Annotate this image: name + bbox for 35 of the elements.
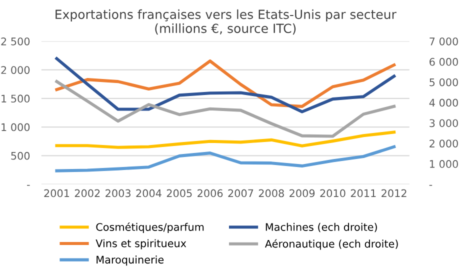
y2-tick-label: 2 000 bbox=[430, 140, 458, 148]
legend-label: Machines (ech droite) bbox=[266, 222, 377, 232]
line-series bbox=[55, 130, 396, 149]
x-tick-label: 2010 bbox=[320, 189, 346, 198]
x-tick-label: 2004 bbox=[136, 189, 162, 198]
y-tick-label: 2 000 bbox=[1, 66, 30, 74]
y2-tick-label: 4 000 bbox=[429, 98, 458, 107]
y2-tick-label: 1 000 bbox=[430, 160, 458, 168]
legend-label: Cosmétiques/parfum bbox=[96, 222, 204, 233]
x-tick-label: 2011 bbox=[350, 189, 376, 198]
x-tick-label: 2002 bbox=[74, 189, 100, 198]
y2-tick-label: 6 000 bbox=[430, 58, 458, 66]
line-series bbox=[55, 145, 396, 172]
y-tick-label: 2 500 bbox=[1, 37, 30, 46]
y2-tick-label: 5 000 bbox=[430, 78, 458, 86]
x-tick-label: 2008 bbox=[258, 189, 284, 198]
legend-label: Vins et spiritueux bbox=[96, 239, 186, 250]
x-tick-label: 2006 bbox=[198, 189, 223, 198]
y2-tick-label: 3 000 bbox=[430, 119, 458, 128]
legend-label: Aéronautique (ech droite) bbox=[264, 239, 398, 250]
x-tick-label: 2003 bbox=[106, 189, 130, 198]
y-tick-label: 1 000 bbox=[2, 123, 30, 132]
x-tick-label: 2005 bbox=[166, 189, 192, 198]
y2-tick-label: - bbox=[429, 184, 432, 186]
x-tick-label: 2012 bbox=[382, 189, 406, 198]
x-tick-label: 2009 bbox=[290, 189, 315, 198]
chart-title: Exportations françaises vers les Etats-Unis par secteur (millions €, source ITC) bbox=[56, 9, 396, 35]
x-tick-label: 2001 bbox=[44, 189, 70, 198]
y-tick-label: - bbox=[27, 184, 30, 186]
y-tick-label: 500 bbox=[11, 152, 30, 160]
y2-tick-label: 7 000 bbox=[430, 37, 458, 46]
x-tick-label: 2007 bbox=[228, 189, 254, 198]
legend-label: Maroquinerie bbox=[96, 256, 164, 266]
line-series bbox=[55, 80, 396, 138]
y-tick-label: 1 500 bbox=[2, 94, 30, 103]
